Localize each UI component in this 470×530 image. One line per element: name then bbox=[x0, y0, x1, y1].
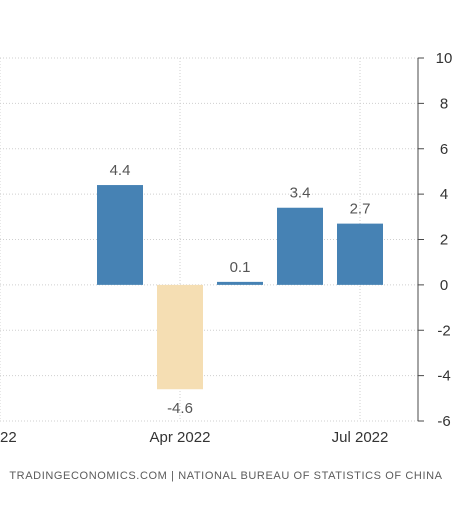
bar bbox=[337, 223, 383, 285]
data-label: 0.1 bbox=[230, 259, 251, 276]
x-tick-label: Jul 2022 bbox=[332, 429, 389, 446]
data-label: -4.6 bbox=[167, 400, 193, 417]
bar bbox=[97, 185, 143, 285]
y-tick-label: 6 bbox=[440, 141, 448, 158]
y-tick-label: -6 bbox=[437, 413, 450, 430]
bars bbox=[97, 185, 383, 390]
data-label: 4.4 bbox=[110, 162, 131, 179]
y-tick-label: 10 bbox=[436, 50, 453, 67]
x-tick-label: 2022 bbox=[0, 429, 17, 446]
data-label: 3.4 bbox=[290, 185, 311, 202]
source-footer: TRADINGECONOMICS.COM | NATIONAL BUREAU O… bbox=[0, 470, 452, 482]
bar bbox=[217, 281, 263, 285]
bar-chart: 10 8 6 4 2 0 -2 -4 -6 4.4 -4.6 0.1 3.4 2.7 2022 Apr 2… bbox=[0, 50, 453, 446]
y-tick-label: 2 bbox=[440, 232, 448, 249]
x-axis: 2022 Apr 2022 Jul 2022 bbox=[0, 429, 388, 446]
bar bbox=[277, 207, 323, 285]
bar bbox=[157, 284, 203, 390]
data-labels: 4.4 -4.6 0.1 3.4 2.7 bbox=[110, 162, 371, 417]
source-left: TRADINGECONOMICS.COM bbox=[9, 470, 168, 482]
y-tick-label: -4 bbox=[437, 368, 450, 385]
data-label: 2.7 bbox=[350, 201, 371, 218]
y-tick-label: 0 bbox=[440, 277, 448, 294]
source-separator: | bbox=[167, 470, 179, 482]
x-tick-label: Apr 2022 bbox=[150, 429, 211, 446]
y-tick-label: 8 bbox=[440, 95, 448, 112]
source-right: NATIONAL BUREAU OF STATISTICS OF CHINA bbox=[178, 470, 443, 482]
y-axis: 10 8 6 4 2 0 -2 -4 -6 bbox=[417, 50, 453, 430]
y-tick-label: 4 bbox=[440, 186, 448, 203]
y-tick-label: -2 bbox=[437, 322, 450, 339]
